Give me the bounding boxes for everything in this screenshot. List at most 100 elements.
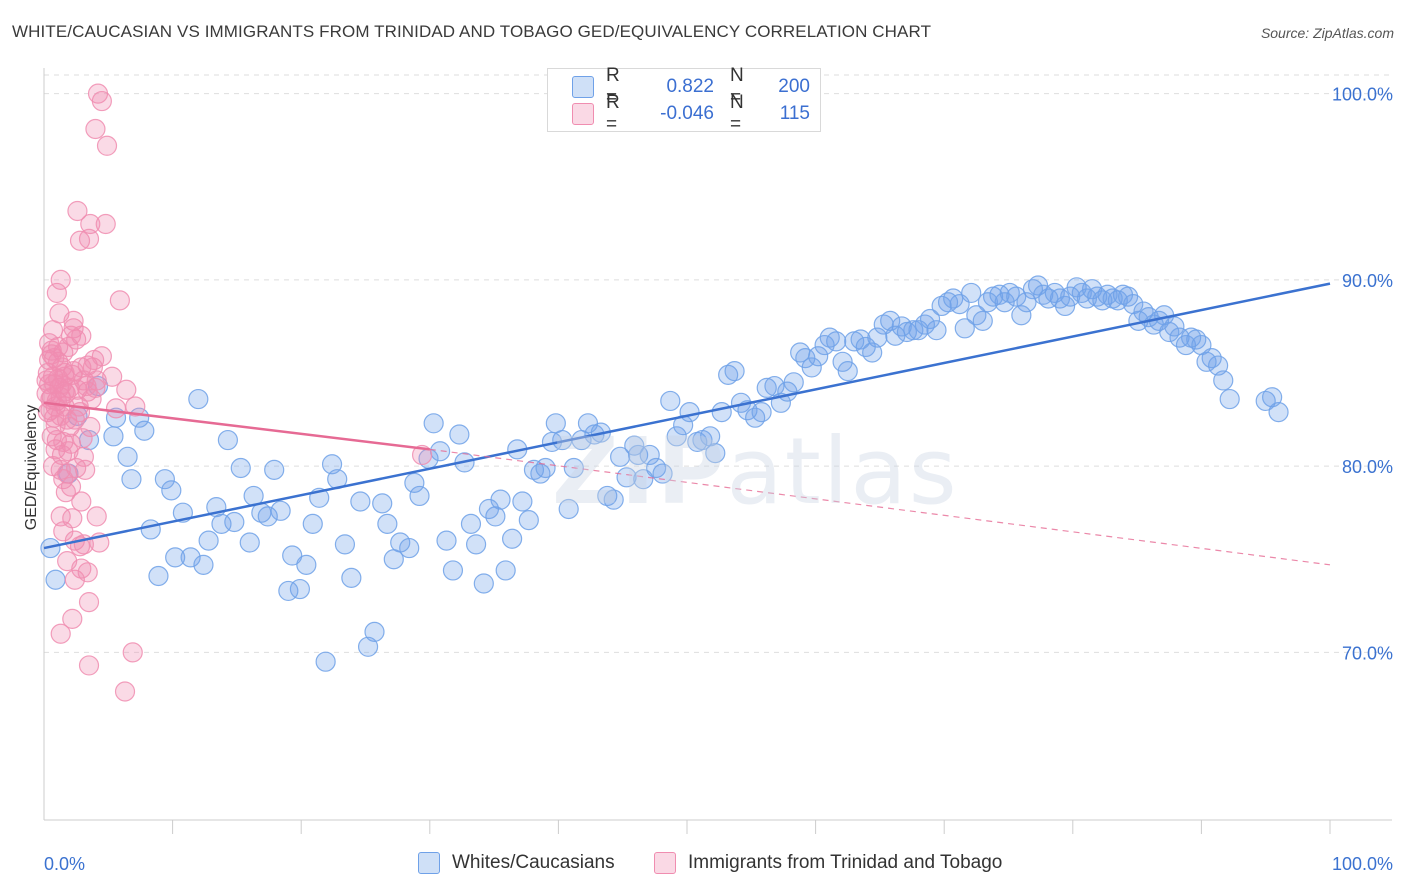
data-point xyxy=(71,558,92,579)
data-point xyxy=(1054,295,1076,317)
data-point xyxy=(679,402,700,423)
data-point xyxy=(78,591,100,613)
data-point xyxy=(45,439,66,460)
data-point xyxy=(610,446,631,467)
data-point xyxy=(57,409,78,430)
data-point xyxy=(334,534,356,555)
data-point xyxy=(926,320,947,341)
data-point xyxy=(972,310,993,331)
data-point xyxy=(639,444,660,466)
trend-line-whites xyxy=(43,282,1331,550)
data-point xyxy=(724,361,745,382)
data-point xyxy=(1219,388,1240,410)
data-point xyxy=(1164,316,1185,337)
data-point xyxy=(91,346,112,367)
data-point xyxy=(36,370,57,391)
data-point xyxy=(826,331,847,352)
data-point xyxy=(109,290,130,311)
data-point xyxy=(86,506,107,527)
data-point xyxy=(1006,286,1027,307)
data-point xyxy=(270,500,291,521)
series-legend: Whites/Caucasians Immigrants from Trinid… xyxy=(0,852,1406,878)
y-tick-label: 70.0% xyxy=(1342,643,1393,663)
data-point xyxy=(296,554,317,575)
data-point xyxy=(121,469,142,490)
data-point xyxy=(819,327,840,348)
data-point xyxy=(40,537,61,559)
data-point xyxy=(96,135,118,156)
axis-labels: 70.0% 80.0% 90.0% 100.0% 0.0% 100.0% GED/Equiv… xyxy=(23,85,1393,874)
data-point xyxy=(77,562,98,583)
data-point xyxy=(75,459,96,480)
data-point xyxy=(224,511,245,533)
data-point xyxy=(78,228,100,249)
y-tick-label: 80.0% xyxy=(1342,457,1393,477)
legend-swatch-whites xyxy=(572,76,594,98)
data-point xyxy=(409,485,430,507)
data-point xyxy=(1208,355,1229,376)
data-point xyxy=(1016,292,1037,313)
data-point xyxy=(943,288,964,309)
data-point xyxy=(257,506,278,527)
data-point xyxy=(50,623,71,644)
legend-r-value: -0.046 xyxy=(660,103,714,124)
axes xyxy=(43,68,1392,834)
data-point xyxy=(545,413,566,434)
data-point xyxy=(954,318,975,339)
data-point xyxy=(302,513,323,534)
correlation-legend: R = 0.822 N = 200 R = -0.046 N = 115 xyxy=(547,65,821,135)
data-point xyxy=(165,547,186,568)
series-trinidad xyxy=(36,83,433,702)
data-point xyxy=(217,429,238,451)
data-point xyxy=(502,528,523,549)
data-point xyxy=(756,377,777,398)
data-point xyxy=(76,375,97,397)
data-point xyxy=(80,416,101,438)
legend-swatch-trinidad xyxy=(572,103,594,125)
data-point xyxy=(597,485,618,507)
series-swatch-whites xyxy=(418,852,440,874)
data-point xyxy=(188,388,209,410)
data-point xyxy=(42,320,64,341)
data-point xyxy=(999,282,1020,304)
data-point xyxy=(1123,293,1144,315)
data-point xyxy=(103,426,124,447)
legend-n-value: 200 xyxy=(778,76,810,97)
data-point xyxy=(994,292,1015,313)
data-point xyxy=(134,420,155,441)
data-point xyxy=(45,415,66,436)
data-point xyxy=(961,282,982,304)
data-point xyxy=(105,398,127,419)
trend-lines xyxy=(43,282,1331,566)
trend-line-trinidad-extension xyxy=(429,448,1331,566)
legend-r-value: 0.822 xyxy=(666,76,714,97)
data-point xyxy=(751,402,772,423)
data-point xyxy=(404,472,425,493)
data-point xyxy=(125,396,146,417)
data-point xyxy=(808,346,829,367)
data-point xyxy=(67,200,88,222)
legend-row-trinidad: R = -0.046 N = 115 xyxy=(572,92,810,135)
data-point xyxy=(1076,288,1098,309)
data-point xyxy=(180,547,201,568)
data-point xyxy=(442,560,464,581)
data-point xyxy=(399,537,420,559)
data-point xyxy=(633,469,654,490)
data-point xyxy=(58,336,79,358)
data-point xyxy=(50,269,71,290)
data-point xyxy=(377,513,398,534)
data-point xyxy=(62,608,83,629)
data-point xyxy=(78,655,100,676)
data-point xyxy=(91,90,112,112)
data-point xyxy=(161,480,182,501)
data-point xyxy=(140,519,161,540)
data-points xyxy=(36,83,1289,702)
data-point xyxy=(102,366,123,387)
data-point xyxy=(436,530,457,551)
series-label-whites: Whites/Caucasians xyxy=(452,852,615,873)
data-point xyxy=(931,295,952,317)
data-point xyxy=(1255,390,1276,412)
data-point xyxy=(646,457,667,479)
data-point xyxy=(518,510,539,531)
data-point xyxy=(154,469,175,490)
